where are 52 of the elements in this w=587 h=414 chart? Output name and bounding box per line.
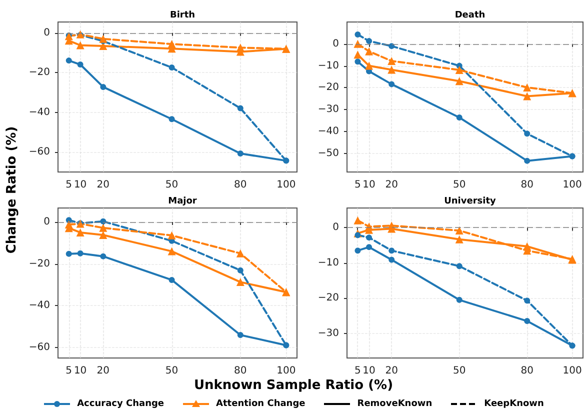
y-tick-label: −20 — [28, 67, 50, 78]
x-tick-label: 100 — [562, 180, 582, 190]
y-tick-label: 0 — [44, 216, 50, 228]
y-tick-label: 0 — [332, 222, 339, 234]
x-tick-label: 5 — [354, 366, 361, 376]
y-tick-label: −10 — [318, 257, 339, 268]
x-tick-label: 10 — [362, 366, 376, 376]
x-tick-label: 100 — [276, 180, 296, 190]
y-tick-label: −60 — [28, 342, 50, 354]
y-tick-label: −20 — [28, 258, 50, 270]
y-tick-label: −20 — [318, 292, 339, 304]
x-tick-label: 50 — [165, 366, 178, 376]
y-tick-label: −50 — [318, 148, 339, 159]
x-tick-label: 20 — [96, 180, 110, 190]
x-tick-label: 80 — [520, 366, 534, 376]
y-tick-label: 0 — [44, 27, 50, 38]
text: RemoveKnown — [357, 399, 432, 409]
x-tick-label: 10 — [74, 366, 87, 376]
x-tick-label: 80 — [234, 366, 247, 376]
y-tick-label: −40 — [28, 106, 50, 118]
y-axis-title: Change Ratio (%) — [4, 126, 20, 254]
x-tick-label: 100 — [562, 366, 582, 376]
x-tick-label: 5 — [66, 366, 72, 376]
y-tick-label: −30 — [318, 104, 339, 116]
text: KeepKnown — [484, 399, 544, 409]
x-axis-title: Unknown Sample Ratio (%) — [192, 378, 394, 393]
x-tick-label: 50 — [452, 180, 466, 190]
x-tick-label: 50 — [452, 366, 466, 376]
legend-label: Attention Change — [216, 399, 306, 409]
chart-title: Death — [454, 10, 486, 20]
y-tick-label: 0 — [332, 38, 339, 50]
y-tick-label: −20 — [318, 82, 339, 94]
y-tick-label: −60 — [28, 146, 50, 158]
x-tick-label: 10 — [74, 180, 87, 190]
x-tick-label: 80 — [234, 180, 247, 190]
chart-title: University — [444, 196, 496, 206]
x-tick-label: 5 — [354, 180, 361, 190]
x-tick-label: 100 — [276, 366, 296, 376]
legend-label: Accuracy Change — [77, 399, 164, 409]
y-tick-label: −30 — [318, 328, 339, 339]
x-tick-label: 20 — [385, 180, 398, 190]
x-tick-label: 10 — [362, 180, 376, 190]
x-tick-label: 20 — [385, 366, 398, 376]
x-tick-label: 5 — [66, 180, 72, 190]
x-tick-label: 80 — [520, 180, 534, 190]
x-tick-label: 50 — [165, 180, 178, 190]
x-tick-label: 20 — [96, 366, 110, 376]
y-tick-label: −10 — [318, 60, 339, 72]
chart-title: Birth — [170, 10, 196, 20]
chart-title: Major — [168, 196, 198, 206]
y-tick-label: −40 — [318, 126, 339, 137]
y-tick-label: −40 — [28, 300, 50, 312]
